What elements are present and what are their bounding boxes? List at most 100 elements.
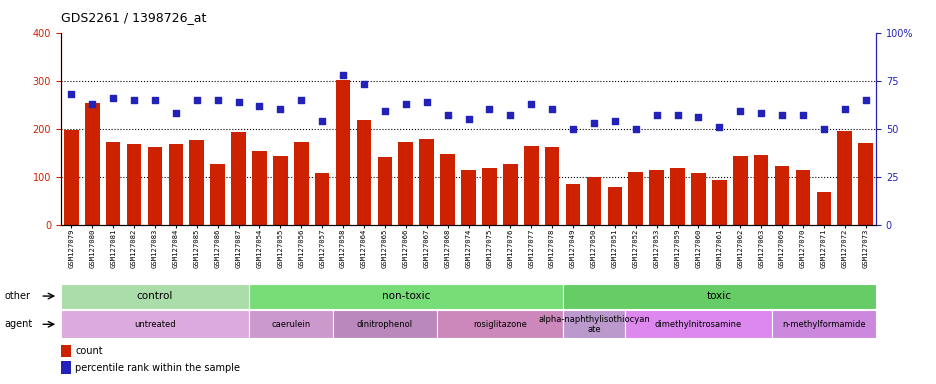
Text: dinitrophenol: dinitrophenol <box>357 320 413 329</box>
Bar <box>711 180 725 225</box>
Point <box>440 112 455 118</box>
Point <box>314 118 329 124</box>
Bar <box>437 310 562 338</box>
Bar <box>544 147 559 225</box>
Bar <box>332 310 437 338</box>
Bar <box>377 157 392 225</box>
Point <box>607 118 622 124</box>
Text: other: other <box>5 291 31 301</box>
Bar <box>64 130 79 225</box>
Text: count: count <box>75 346 103 356</box>
Point <box>627 126 642 132</box>
Bar <box>85 103 99 225</box>
Bar <box>168 144 183 225</box>
Point <box>815 126 830 132</box>
Bar <box>624 310 770 338</box>
Bar <box>357 119 371 225</box>
Point <box>64 91 79 97</box>
Bar <box>61 345 71 357</box>
Point <box>857 97 872 103</box>
Text: percentile rank within the sample: percentile rank within the sample <box>75 362 240 372</box>
Bar <box>294 142 308 225</box>
Point <box>272 106 287 113</box>
Bar <box>272 156 287 225</box>
Bar <box>419 139 433 225</box>
Point <box>481 106 496 113</box>
Bar <box>753 155 768 225</box>
Point <box>586 120 601 126</box>
Point <box>774 112 789 118</box>
Bar <box>461 170 475 225</box>
Point <box>795 112 810 118</box>
Point <box>356 81 371 88</box>
Bar <box>691 173 705 225</box>
Bar <box>857 143 872 225</box>
Point <box>565 126 580 132</box>
Point <box>523 101 538 107</box>
Text: agent: agent <box>5 319 33 329</box>
Point <box>335 72 350 78</box>
Point <box>126 97 141 103</box>
Point <box>168 110 183 116</box>
Point <box>189 97 204 103</box>
Text: dimethylnitrosamine: dimethylnitrosamine <box>654 320 741 329</box>
Bar <box>628 172 642 225</box>
Text: alpha-naphthylisothiocyan
ate: alpha-naphthylisothiocyan ate <box>537 314 649 334</box>
Bar <box>565 184 579 225</box>
Text: untreated: untreated <box>134 320 176 329</box>
Bar <box>335 80 350 225</box>
Point <box>294 97 309 103</box>
Bar <box>481 168 496 225</box>
Bar <box>252 151 267 225</box>
Bar <box>562 310 624 338</box>
Point <box>84 101 99 107</box>
Point <box>503 112 518 118</box>
Point <box>418 99 433 105</box>
Bar <box>815 192 830 225</box>
Bar <box>774 166 788 225</box>
Point <box>690 114 705 120</box>
Text: caerulein: caerulein <box>271 320 310 329</box>
Bar <box>649 170 664 225</box>
Text: n-methylformamide: n-methylformamide <box>782 320 865 329</box>
Bar <box>249 283 562 309</box>
Point <box>231 99 246 105</box>
Text: GDS2261 / 1398726_at: GDS2261 / 1398726_at <box>61 12 206 25</box>
Bar <box>106 142 121 225</box>
Bar <box>669 169 684 225</box>
Bar <box>523 146 538 225</box>
Bar <box>607 187 622 225</box>
Bar <box>61 310 249 338</box>
Bar <box>732 157 747 225</box>
Bar <box>148 147 162 225</box>
Point <box>252 103 267 109</box>
Bar <box>249 310 332 338</box>
Bar <box>126 144 141 225</box>
Bar <box>770 310 875 338</box>
Bar <box>440 154 455 225</box>
Bar <box>503 164 517 225</box>
Point <box>461 116 475 122</box>
Text: control: control <box>137 291 173 301</box>
Bar <box>398 142 413 225</box>
Bar <box>61 361 71 374</box>
Bar <box>189 140 204 225</box>
Point <box>711 124 726 130</box>
Text: toxic: toxic <box>706 291 731 301</box>
Point <box>398 101 413 107</box>
Text: non-toxic: non-toxic <box>381 291 430 301</box>
Bar <box>61 283 249 309</box>
Point <box>753 110 768 116</box>
Bar <box>837 131 851 225</box>
Bar <box>210 164 225 225</box>
Point <box>669 112 684 118</box>
Point <box>544 106 559 113</box>
Text: rosiglitazone: rosiglitazone <box>473 320 526 329</box>
Point <box>147 97 162 103</box>
Bar <box>562 283 875 309</box>
Point <box>106 95 121 101</box>
Point <box>732 108 747 114</box>
Bar <box>314 173 329 225</box>
Point <box>837 106 852 113</box>
Bar <box>231 132 245 225</box>
